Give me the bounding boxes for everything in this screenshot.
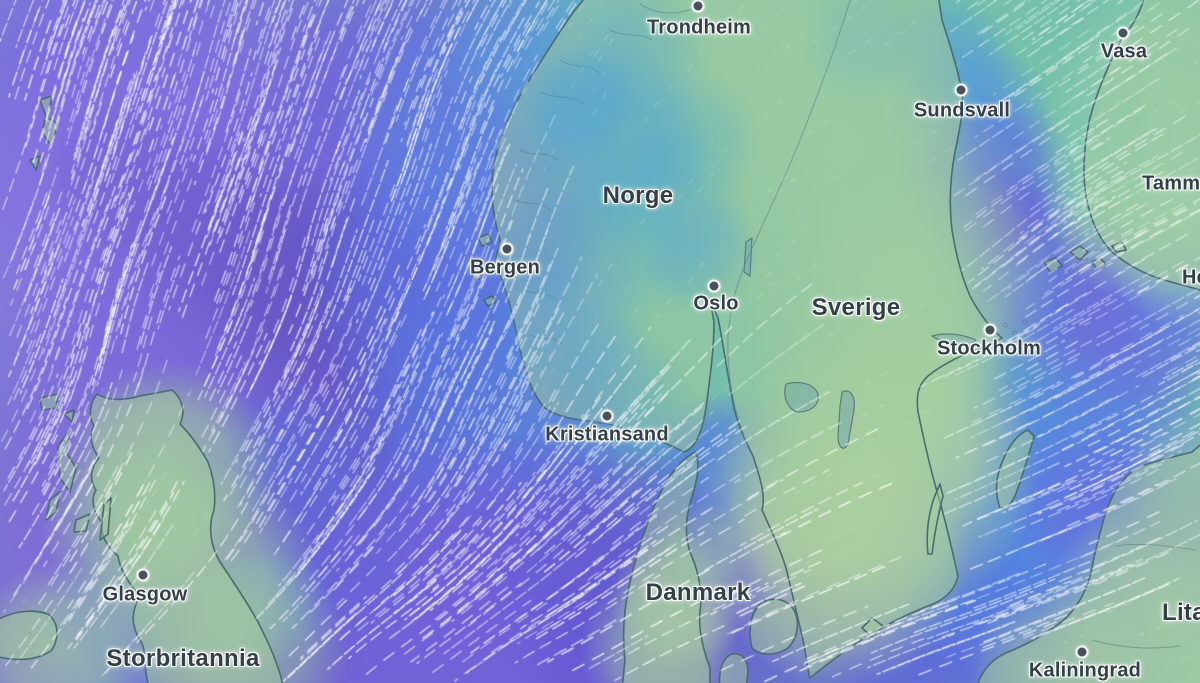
- wind-streamlines-canvas: [0, 0, 1200, 683]
- weather-map[interactable]: Trondheim Vasa Sundsvall Bergen Oslo Stockhol…: [0, 0, 1200, 683]
